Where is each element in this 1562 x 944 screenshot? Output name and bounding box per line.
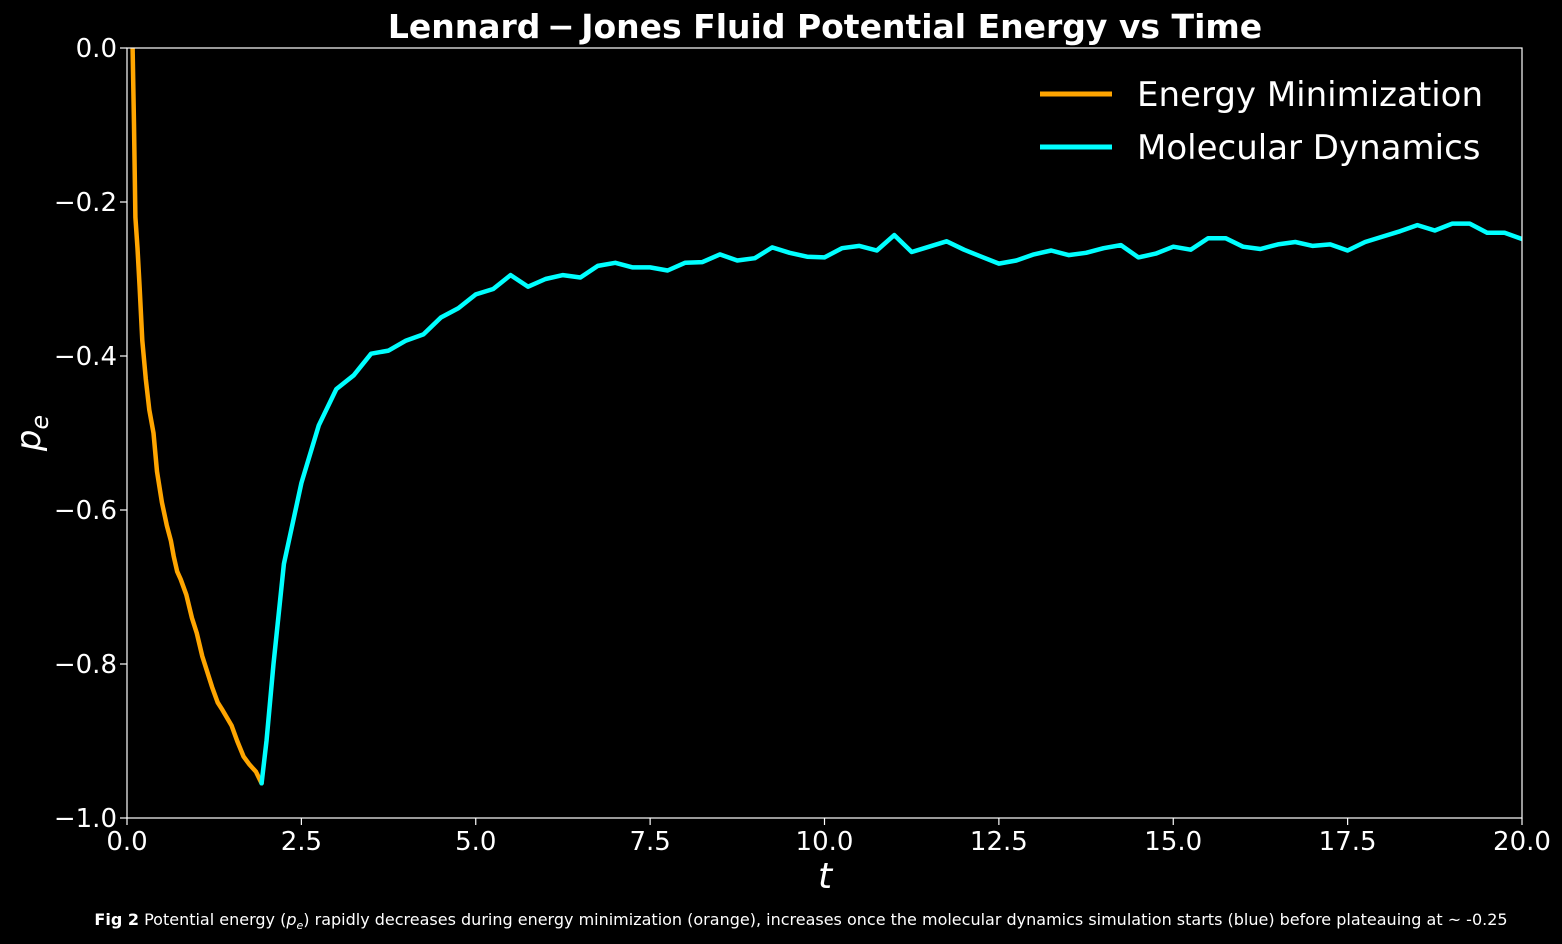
y-tick-label: 0.0 [76,34,117,64]
y-tick-label: −1.0 [54,804,117,834]
caption-text-before: Potential energy ( [139,910,287,929]
caption-symbol-sub: e [296,919,304,933]
x-tick-label: 15.0 [1144,827,1202,857]
x-tick-label: 7.5 [629,827,670,857]
y-axis: 0.0 −0.2 −0.4 −0.6 −0.8 −1.0 [54,34,127,834]
series-line-2 [259,221,1522,786]
caption-text-after: ) rapidly decreases during energy minimi… [303,910,1508,929]
legend-label: Energy Minimization [1137,75,1483,115]
x-tick-label: 12.5 [970,827,1028,857]
y-axis-label-main: p [9,430,49,453]
legend-label: Molecular Dynamics [1137,128,1480,168]
y-tick-label: −0.2 [54,188,117,218]
caption-symbol: p [286,910,297,929]
legend: Energy Minimization Molecular Dynamics [1040,75,1483,168]
x-axis-label: t [818,856,834,897]
x-tick-label: 0.0 [106,827,147,857]
x-tick-label: 10.0 [796,827,854,857]
chart-title: Lennard − Jones Fluid Potential Energy v… [388,7,1262,46]
y-tick-label: −0.8 [54,650,117,680]
y-axis-label: pe [9,415,54,452]
x-tick-label: 17.5 [1319,827,1377,857]
x-axis: 0.0 2.5 5.0 7.5 10.0 12.5 15.0 17.5 20.0 [106,818,1551,857]
plot-area [130,48,1522,786]
y-axis-label-sub: e [26,415,54,430]
x-tick-label: 20.0 [1493,827,1551,857]
y-tick-label: −0.6 [54,496,117,526]
caption-label: Fig 2 [94,910,139,929]
x-tick-label: 2.5 [281,827,322,857]
series-line-1 [130,48,264,786]
y-tick-label: −0.4 [54,342,117,372]
figure-caption: Fig 2 Potential energy (pe) rapidly decr… [0,910,1562,932]
x-tick-label: 5.0 [455,827,496,857]
